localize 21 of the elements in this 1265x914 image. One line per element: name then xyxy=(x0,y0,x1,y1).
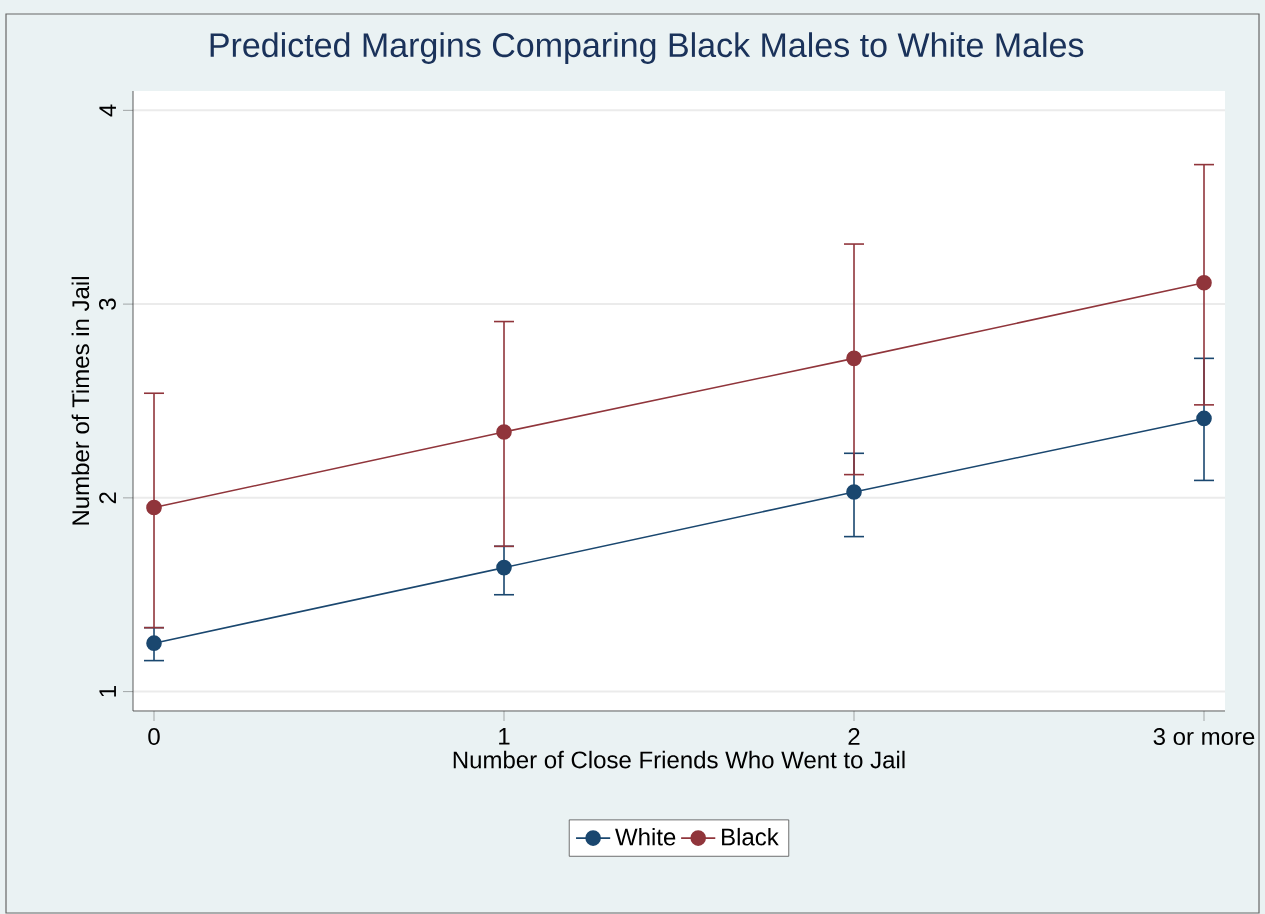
legend-label: White xyxy=(615,827,676,846)
point xyxy=(1196,275,1212,291)
chart-title: Predicted Margins Comparing Black Males to White Males xyxy=(210,32,1084,64)
point xyxy=(146,635,162,651)
point xyxy=(496,559,512,576)
point xyxy=(846,350,862,367)
x-axis-title: Number of Close Friends Who Went to Jail xyxy=(453,750,905,769)
legend-label: Black xyxy=(722,827,779,846)
y-tick-label: 3 xyxy=(98,298,116,310)
x-tick-label: 0 xyxy=(148,728,160,746)
x-tick-label: 2 xyxy=(848,728,860,745)
point xyxy=(1196,410,1212,427)
y-tick-label: 4 xyxy=(99,104,116,117)
y-axis-title: Number of Times in Jail xyxy=(71,277,90,525)
point xyxy=(846,484,862,500)
point xyxy=(496,424,512,440)
y-tick-label: 2 xyxy=(99,492,116,504)
x-tick-label: 3 or more xyxy=(1153,728,1255,746)
x-tick-label: 1 xyxy=(499,728,510,745)
y-tick-label: 1 xyxy=(99,686,116,697)
point xyxy=(146,499,162,516)
